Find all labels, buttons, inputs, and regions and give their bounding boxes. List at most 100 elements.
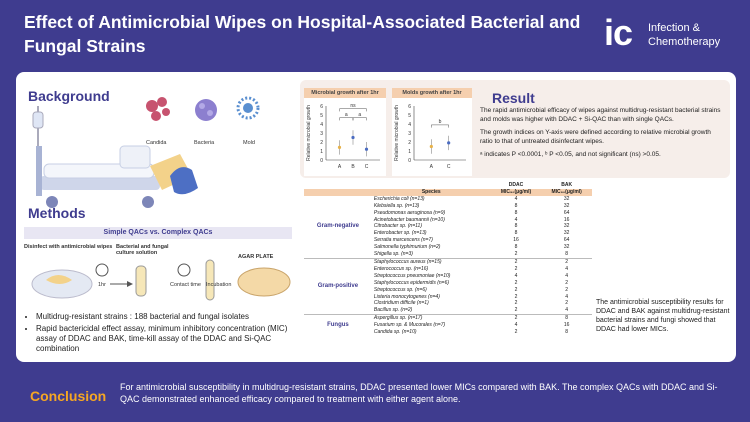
qac-banner: Simple QACs vs. Complex QACs [24, 227, 292, 239]
result-title: Result [492, 90, 535, 106]
result-paragraph: ᵃ indicates P <0.0001, ᵇ P <0.05, and no… [480, 151, 661, 158]
microbe-illustrations [146, 96, 260, 121]
ddac-cell: 2 [514, 279, 518, 286]
species-cell: Staphylococcus epidermidis (n=6) [373, 279, 450, 286]
candida-label: Candida [146, 140, 167, 146]
y-tick-label: 1 [320, 149, 323, 155]
methods-bullets: Multidrug-resistant strains : 188 bacter… [36, 312, 296, 356]
ddac-cell: 8 [514, 230, 518, 237]
table-row: Bacillus sp. (n=2) 2 4 [304, 307, 592, 314]
species-cell: Serratia marcescens (n=7) [373, 237, 433, 244]
bak-cell: 32 [563, 244, 570, 251]
species-cell: Fusarium sp. & Mucorales (n=7) [373, 322, 446, 329]
annotation-label: ns [350, 103, 356, 109]
table-head-bak: BAK [561, 182, 573, 188]
x-tick-label: C [447, 164, 451, 170]
bak-cell: 64 [563, 237, 570, 244]
ddac-cell: 2 [514, 293, 518, 300]
mic-table: DDAC BAK Species MIC₉₀(μg/ml) MIC₉₀(μg/m… [304, 182, 592, 336]
y-tick-label: 2 [320, 140, 323, 146]
significance-bracket [431, 124, 449, 128]
y-tick-label: 2 [408, 140, 411, 146]
ddac-cell: 16 [513, 237, 519, 244]
ddac-cell: 2 [490, 314, 542, 323]
significance-bracket [339, 117, 354, 121]
ddac-cell: 4 [514, 195, 518, 202]
tube-icon [205, 259, 215, 301]
bak-cell: 4 [565, 272, 569, 279]
species-cell: Listeria monocytogenes (n=4) [373, 293, 440, 300]
y-tick-label: 3 [320, 131, 323, 137]
table-row: Gram-positive Staphylococcus aureus (n=15… [304, 257, 592, 315]
bak-cell: 16 [563, 322, 570, 329]
y-tick-label: 3 [408, 131, 411, 137]
result-text: The rapid antimicrobial efficacy of wipe… [480, 107, 725, 165]
table-head-blank [304, 182, 372, 189]
timer-icon [95, 263, 109, 277]
bak-cell: 32 [563, 202, 570, 209]
table-row: Citrobacter sp. (n=11) 8 32 [304, 223, 592, 230]
table-row: Candida sp. (n=10) 2 8 [304, 329, 592, 336]
table-row: Streptococcus sp. (n=6) 2 2 [304, 287, 592, 294]
y-tick-label: 6 [320, 104, 323, 110]
table-row: Fungus Aspergillus sp. (n=17) 2 8 [304, 314, 592, 336]
result-paragraph: The growth indices on Y-axis were define… [480, 129, 711, 145]
table-row: Shigella sp. (n=3) 2 8 [304, 251, 592, 258]
bak-cell: 64 [563, 209, 570, 216]
tube-icon [135, 265, 147, 297]
species-cell: Citrobacter sp. (n=11) [373, 223, 422, 230]
x-tick-label: A [430, 164, 434, 170]
x-tick-label: C [365, 164, 369, 170]
table-row: Clostridium difficile (n=1) 2 2 [304, 300, 592, 307]
step2-label: Bacterial and fungal culture solution [116, 244, 169, 256]
species-cell: Streptococcus pneumoniae (n=10) [373, 272, 451, 279]
wipe-cloth [150, 154, 192, 190]
bak-cell: 8 [565, 251, 569, 258]
y-tick-label: 0 [320, 158, 323, 164]
bak-cell: 32 [563, 230, 570, 237]
table-head-mic: MIC₉₀(μg/ml) [500, 188, 532, 195]
bed-frame [40, 176, 160, 190]
annotation-label: a [345, 112, 348, 118]
bak-cell: 2 [565, 286, 569, 293]
methods-title: Methods [28, 205, 86, 221]
species-cell: Escherichia coli (n=13) [373, 195, 425, 202]
annotation-label: a [358, 112, 361, 118]
step3-label: AGAR PLATE [238, 254, 274, 260]
bed-pillow [119, 145, 151, 169]
table-row: Pseudomonas aeruginosa (n=9) 8 64 [304, 210, 592, 217]
table-row: Acinetobacter baumannii (n=10) 4 16 [304, 217, 592, 224]
time-1hr: 1hr [98, 282, 106, 288]
bed-post [36, 146, 42, 196]
y-tick-label: 0 [408, 158, 411, 164]
bak-cell: 8 [541, 314, 592, 323]
agar-plate-icon [237, 267, 291, 297]
ddac-cell: 8 [514, 209, 518, 216]
species-cell: Enterobacter sp. (n=13) [373, 230, 427, 237]
table-row: Gram-negative Escherichia coli (n=13) 4 32 [304, 195, 592, 230]
bullet-item: Multidrug-resistant strains : 188 bacter… [36, 312, 296, 322]
species-cell: Candida sp. (n=10) [373, 329, 417, 336]
group-label: Fungus [304, 314, 372, 336]
dish-icon [31, 269, 93, 299]
species-cell: Shigella sp. (n=3) [373, 251, 413, 258]
group-label: Gram-positive [304, 257, 372, 315]
mold-label: Mold [243, 140, 255, 146]
table-row: Streptococcus pneumoniae (n=10) 4 4 [304, 273, 592, 280]
data-point [429, 144, 433, 149]
significance-bracket [339, 108, 367, 112]
mold-icon [236, 96, 260, 120]
conclusion-label: Conclusion [30, 388, 107, 404]
bak-cell: 4 [565, 307, 569, 314]
bak-cell: 4 [565, 265, 569, 272]
logo-mark: ic [604, 12, 633, 53]
hospital-bed-illustration [32, 106, 198, 208]
ddac-cell: 8 [514, 223, 518, 230]
table-row: Listeria monocytogenes (n=4) 2 4 [304, 294, 592, 301]
page-title: Effect of Antimicrobial Wipes on Hospita… [24, 12, 581, 56]
iv-bag [32, 111, 44, 129]
incubation: Incubation [206, 282, 232, 288]
ddac-cell: 8 [514, 202, 518, 209]
significance-bracket [352, 117, 367, 121]
